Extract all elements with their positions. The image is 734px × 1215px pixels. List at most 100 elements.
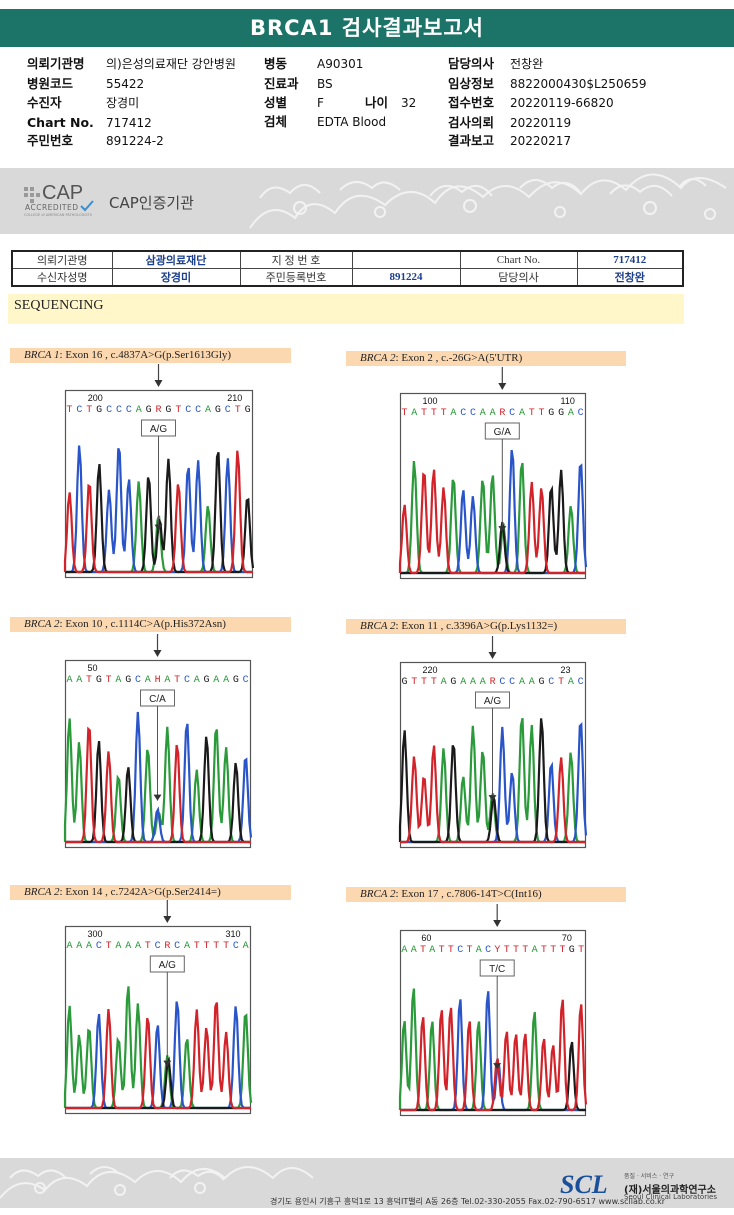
table-cell	[351, 250, 461, 269]
pointer-arrowhead	[153, 794, 162, 801]
base-call: A	[568, 677, 574, 688]
hdr-value-clinical-info: 8822000430$L250659	[510, 77, 647, 91]
base-call: C	[155, 941, 161, 952]
hdr-label-resident-no: 주민번호	[27, 133, 74, 148]
position-label: 60	[421, 933, 431, 943]
base-call: G	[96, 405, 102, 416]
base-call: T	[174, 675, 180, 686]
hdr-label-sex: 성별	[264, 95, 288, 110]
base-call: T	[529, 408, 535, 419]
variant-label-3: BRCA 2: Exon 10 , c.1114C>A(p.His372Asn)	[10, 617, 291, 632]
base-call: C	[126, 405, 132, 416]
position-label: 23	[561, 665, 571, 675]
base-call: A	[135, 941, 141, 952]
base-call: T	[194, 941, 200, 952]
pointer-arrowhead	[498, 526, 507, 533]
base-call: A	[476, 945, 482, 956]
site-arrow-head	[498, 383, 507, 390]
base-call: A	[213, 675, 219, 686]
cloud-pattern-bottom	[0, 1166, 314, 1199]
scl-tagline: 품질 · 서비스 · 연구	[624, 1173, 675, 1180]
variant-desc: : Exon 14 , c.7242A>G(p.Ser2414=)	[59, 886, 221, 898]
base-call: C	[116, 405, 122, 416]
base-call: A	[184, 941, 190, 952]
base-call: T	[145, 941, 151, 952]
gene-name: BRCA 1	[24, 349, 60, 361]
base-call: C	[135, 675, 141, 686]
chromatogram-svg: 60 70A A T A T T C T A C Y T T T A T T T G TT/C	[398, 904, 588, 1117]
site-arrow-head	[153, 650, 162, 657]
table-cell: 717412	[576, 250, 684, 269]
base-call: C	[106, 405, 112, 416]
pointer-arrowhead	[488, 795, 497, 802]
base-call: C	[509, 408, 515, 419]
base-call: C	[578, 677, 584, 688]
hdr-label-patient: 수진자	[27, 95, 62, 110]
cap-logo-college: COLLEGE of AMERICAN PATHOLOGISTS	[24, 213, 92, 217]
table-cell: 장경미	[111, 268, 241, 287]
base-call: T	[204, 941, 210, 952]
variant-desc: : Exon 11 , c.3396A>G(p.Lys1132=)	[395, 620, 558, 632]
base-call: T	[559, 945, 565, 956]
hdr-label-institution: 의뢰기관명	[27, 56, 85, 71]
hdr-label-receipt-no: 접수번호	[448, 95, 495, 110]
base-call: T	[578, 945, 584, 956]
variant-desc: : Exon 2 , c.-26G>A(5'UTR)	[395, 352, 523, 364]
sequencing-heading: SEQUENCING	[14, 298, 104, 313]
table-cell: Chart No.	[459, 250, 578, 269]
base-call: A	[460, 677, 466, 688]
position-label: 50	[88, 663, 98, 673]
footer-band	[0, 1158, 734, 1208]
base-call: A	[480, 677, 486, 688]
scl-name-en: Seoul Clinical Laboratories	[624, 1193, 717, 1201]
base-call: C	[243, 675, 249, 686]
base-call: A	[441, 677, 447, 688]
cap-grid-icon	[24, 187, 40, 203]
info-table: 의뢰기관명 삼광의료재단 지 정 번 호 Chart No. 717412 수신…	[11, 250, 684, 287]
base-call: G	[125, 675, 131, 686]
base-call: A	[450, 408, 456, 419]
base-call: C	[509, 677, 515, 688]
variant-label-4: BRCA 2: Exon 11 , c.3396A>G(p.Lys1132=)	[346, 619, 626, 634]
base-call: T	[522, 945, 528, 956]
cap-band	[0, 168, 734, 234]
pointer-arrowhead	[154, 524, 163, 531]
variant-label-6: BRCA 2: Exon 17 , c.7806-14T>C(Int16)	[346, 887, 626, 902]
variant-desc: : Exon 16 , c.4837A>G(p.Ser1613Gly)	[59, 349, 232, 361]
trace-t	[65, 1002, 251, 1110]
base-call: T	[448, 945, 454, 956]
table-cell: 삼광의료재단	[111, 250, 241, 269]
genotype-call: A/G	[150, 424, 167, 435]
gene-name: BRCA 2	[360, 888, 396, 900]
base-call: T	[441, 408, 447, 419]
base-call: C	[233, 941, 239, 952]
base-call: T	[106, 941, 112, 952]
base-call: A	[115, 941, 121, 952]
site-arrow-head	[163, 916, 172, 923]
base-call: G	[450, 677, 456, 688]
base-call: T	[539, 408, 545, 419]
pointer-arrowhead	[493, 1063, 502, 1070]
base-call: C	[485, 945, 491, 956]
cap-logo-accredited: ACCREDITED	[25, 203, 79, 212]
hdr-label-request-date: 검사의뢰	[448, 115, 495, 130]
hdr-label-doctor: 담당의사	[448, 56, 495, 71]
base-call: C	[578, 408, 584, 419]
base-call: A	[568, 408, 574, 419]
report-title: BRCA1 검사결과보고서	[0, 9, 734, 47]
sequencing-bar	[8, 294, 684, 324]
cap-logo-text: CAP	[42, 182, 84, 204]
genotype-call: C/A	[149, 694, 166, 705]
chromatogram-svg: 50A A T G T A G C A H A T C A G A A G CC/A	[63, 634, 253, 849]
base-call: C	[76, 405, 82, 416]
trace-t	[398, 469, 586, 575]
base-call: C	[225, 405, 231, 416]
genotype-call: A/G	[484, 696, 501, 707]
base-call: A	[243, 941, 249, 952]
base-call: G	[204, 675, 210, 686]
base-call: C	[184, 675, 190, 686]
table-cell: 담당의사	[459, 268, 578, 287]
hdr-value-hospital-code: 55422	[106, 77, 145, 91]
variant-label-5: BRCA 2: Exon 14 , c.7242A>G(p.Ser2414=)	[10, 885, 291, 900]
table-cell: 주민등록번호	[239, 268, 353, 287]
